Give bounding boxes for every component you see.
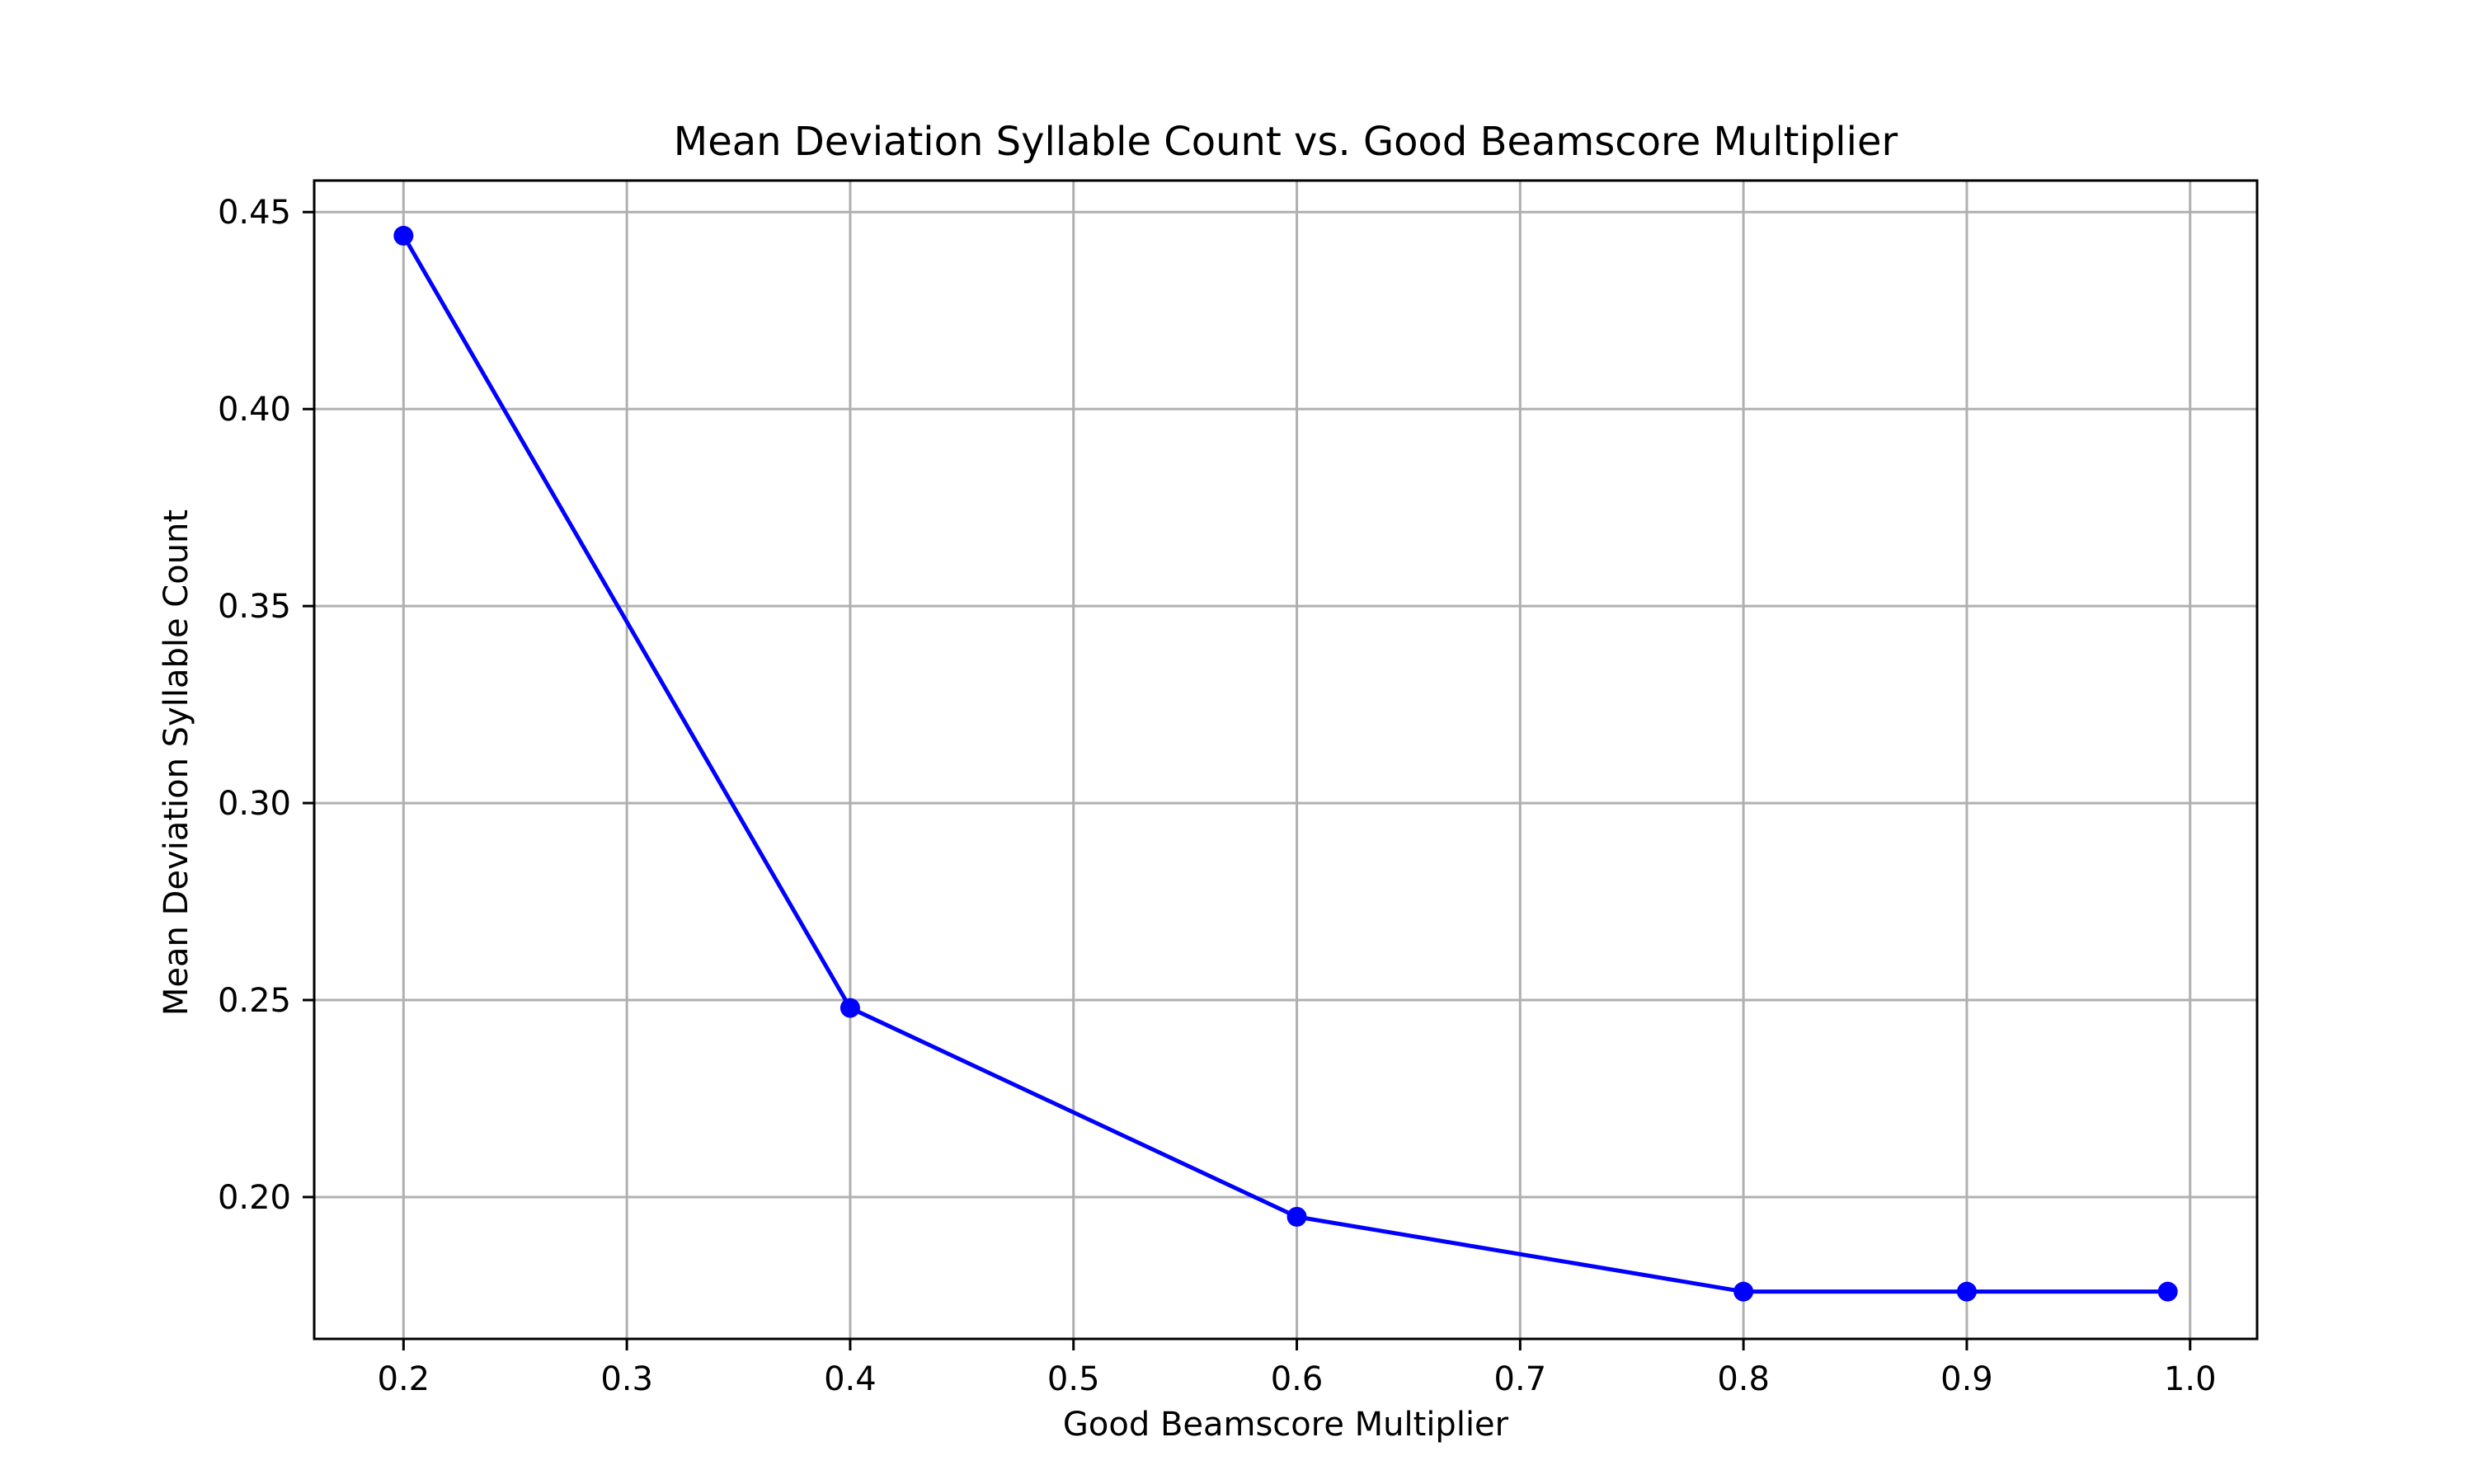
series-line <box>402 234 2168 1294</box>
plot-frame <box>313 179 2259 1341</box>
x-tick-label: 0.9 <box>1940 1360 1993 1398</box>
x-tick-label: 0.4 <box>824 1360 877 1398</box>
x-tick-label: 0.7 <box>1494 1360 1547 1398</box>
series-layer <box>393 225 2178 1302</box>
x-tick-label: 0.6 <box>1271 1360 1324 1398</box>
grid <box>314 181 2257 1339</box>
data-point <box>1733 1281 1754 1302</box>
y-tick-label: 0.40 <box>218 391 291 429</box>
data-point <box>840 998 860 1018</box>
y-tick-label: 0.30 <box>218 785 291 823</box>
data-point <box>393 225 414 246</box>
x-tick-label: 0.5 <box>1047 1360 1100 1398</box>
chart-title: Mean Deviation Syllable Count vs. Good B… <box>674 119 1898 165</box>
x-axis-label: Good Beamscore Multiplier <box>1063 1406 1509 1444</box>
data-point <box>1286 1206 1307 1227</box>
x-tick-label: 0.8 <box>1717 1360 1770 1398</box>
ticks: 0.2 0.3 0.4 0.5 0.6 0.7 0.8 0.9 1.0 0.20 0.25 0.30 0… <box>218 194 2217 1398</box>
y-tick-label: 0.45 <box>218 194 291 232</box>
x-tick-label: 0.2 <box>378 1360 430 1398</box>
x-tick-label: 0.3 <box>600 1360 653 1398</box>
data-point <box>1956 1281 1977 1302</box>
y-tick-label: 0.35 <box>218 588 291 626</box>
y-tick-label: 0.20 <box>218 1179 291 1217</box>
data-point <box>2157 1281 2178 1302</box>
y-tick-label: 0.25 <box>218 982 291 1020</box>
x-tick-label: 1.0 <box>2164 1360 2217 1398</box>
y-axis-label: Mean Deviation Syllable Count <box>158 510 195 1016</box>
